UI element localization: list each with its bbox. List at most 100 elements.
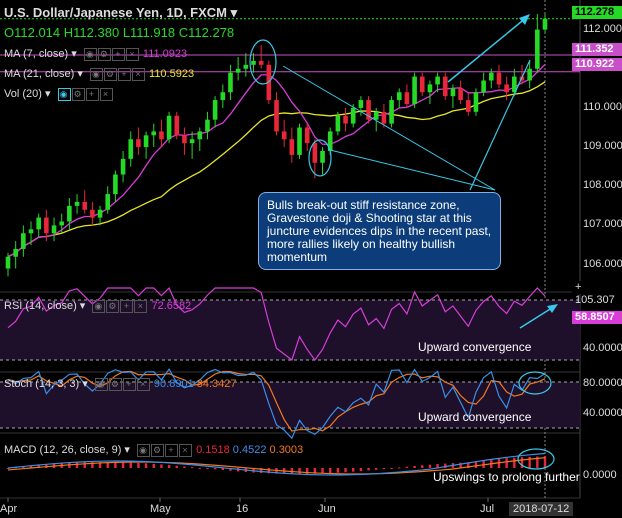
macd-histogram-bar bbox=[22, 466, 25, 468]
ma7-legend[interactable]: MA (7, close) ▾ ◉ ⚙ + × 111.0923 bbox=[4, 48, 188, 61]
pointer-line bbox=[282, 65, 496, 191]
macd-histogram-bar bbox=[528, 456, 531, 468]
candle-body bbox=[496, 72, 502, 85]
candle-body bbox=[67, 205, 72, 222]
macd-histogram-bar bbox=[497, 458, 501, 468]
analysis-callout: Bulls break-out stiff resistance zone, G… bbox=[258, 192, 501, 270]
indicator-buttons[interactable]: ◉ ⚙ + × bbox=[92, 300, 148, 313]
macd-histogram-bar bbox=[114, 462, 117, 468]
candle-body bbox=[304, 127, 310, 144]
stoch-legend[interactable]: Stoch (14, 3, 3) ▾ ◉ ⚙ + × 90.8901 84.3427 bbox=[4, 378, 237, 391]
candle-body bbox=[105, 194, 111, 210]
candle-body bbox=[274, 100, 279, 132]
candle-body bbox=[243, 64, 249, 69]
candle-body bbox=[228, 72, 233, 93]
macd-histogram-bar bbox=[75, 462, 79, 468]
candle-body bbox=[97, 209, 103, 218]
candle-body bbox=[373, 111, 379, 120]
macd-histogram-bar bbox=[37, 465, 40, 468]
candle-body bbox=[120, 158, 126, 175]
candle-body bbox=[442, 76, 448, 97]
candle-body bbox=[251, 60, 256, 65]
macd-histogram-bar bbox=[98, 462, 102, 468]
macd-histogram-bar bbox=[175, 465, 178, 468]
candle-body bbox=[159, 131, 164, 140]
x-label-jun: Jun bbox=[318, 503, 336, 515]
candle-body bbox=[174, 115, 180, 136]
macd-histogram-bar bbox=[321, 468, 324, 474]
stoch-label: Stoch (14, 3, 3) bbox=[4, 378, 80, 390]
candle-body bbox=[320, 151, 325, 163]
macd-histogram-bar bbox=[91, 462, 94, 468]
crosshair-tag: + 105.307 bbox=[572, 281, 622, 306]
rsi-legend[interactable]: RSI (14, close) ▾ ◉ ⚙ + × 72.6582 bbox=[4, 300, 192, 313]
macd-histogram-bar bbox=[313, 468, 317, 474]
chevron-down-icon[interactable]: ▾ bbox=[230, 5, 238, 20]
highlight-ellipse bbox=[249, 39, 277, 85]
macd-histogram-bar bbox=[198, 467, 201, 469]
candle-body bbox=[289, 139, 295, 155]
indicator-buttons[interactable]: ◉ ⚙ + × bbox=[89, 68, 146, 81]
highlight-ellipse bbox=[518, 371, 552, 395]
macd-histogram-bar bbox=[390, 468, 393, 469]
candle-body bbox=[182, 135, 187, 144]
vol-legend[interactable]: Vol (20) ▾ ◉ ⚙ + × bbox=[4, 87, 114, 101]
x-label-apr: Apr bbox=[0, 503, 18, 515]
stoch-note: Upward convergence bbox=[418, 410, 532, 424]
macd-histogram-bar bbox=[298, 468, 301, 474]
price-axis-label: 110.000 bbox=[583, 100, 622, 113]
macd-histogram-bar bbox=[459, 462, 462, 468]
crosshair-plus-icon: + bbox=[575, 281, 582, 293]
candle-body bbox=[504, 84, 509, 93]
candle-body bbox=[535, 29, 540, 69]
stoch-axis-80: 80.0000 bbox=[583, 377, 622, 389]
macd-histogram-bar bbox=[474, 461, 478, 468]
candle-body bbox=[281, 131, 287, 140]
rsi-note: Upward convergence bbox=[418, 340, 532, 354]
candle-body bbox=[235, 68, 241, 73]
macd-histogram-bar bbox=[413, 465, 416, 468]
candle-body bbox=[435, 76, 440, 85]
macd-label: MACD (12, 26, close, 9) bbox=[4, 444, 122, 456]
macd-histogram-bar bbox=[436, 464, 439, 468]
stoch-d-value: 84.3427 bbox=[196, 378, 237, 390]
macd-histogram-bar bbox=[144, 463, 148, 468]
macd-histogram-bar bbox=[183, 466, 186, 468]
candle-body bbox=[335, 115, 341, 132]
candle-body bbox=[427, 84, 433, 93]
macd-histogram-bar bbox=[382, 468, 386, 469]
symbol-title: U.S. Dollar/Japanese Yen, 1D, FXCM bbox=[4, 5, 228, 20]
indicator-buttons[interactable]: ◉ ⚙ + × bbox=[137, 444, 193, 457]
macd-histogram-bar bbox=[352, 468, 355, 472]
price-axis-label: 107.000 bbox=[583, 218, 622, 231]
chart-title[interactable]: U.S. Dollar/Japanese Yen, 1D, FXCM ▾ bbox=[4, 5, 237, 21]
candle-body bbox=[82, 201, 88, 210]
indicator-buttons[interactable]: ◉ ⚙ + × bbox=[57, 88, 114, 101]
candle-body bbox=[327, 131, 333, 151]
macd-histogram-bar bbox=[329, 468, 332, 474]
candle-body bbox=[481, 80, 486, 93]
macd-histogram-bar bbox=[160, 464, 163, 468]
price-axis-label: 108.000 bbox=[583, 179, 622, 192]
price-axis-label: 106.000 bbox=[583, 257, 622, 270]
candle-body bbox=[350, 107, 356, 124]
indicator-buttons[interactable]: ◉ ⚙ + × bbox=[94, 378, 151, 391]
candle-body bbox=[13, 248, 18, 257]
macd-histogram-bar bbox=[536, 456, 539, 468]
macd-histogram-bar bbox=[29, 465, 33, 468]
indicator-buttons[interactable]: ◉ ⚙ + × bbox=[83, 48, 140, 61]
macd-histogram-bar bbox=[444, 463, 447, 468]
macd-histogram-bar bbox=[137, 462, 140, 468]
macd-legend[interactable]: MACD (12, 26, close, 9) ▾ ◉ ⚙ + × 0.1518 0.… bbox=[4, 444, 304, 457]
x-label-16: 16 bbox=[236, 503, 249, 515]
candle-body bbox=[51, 225, 57, 234]
macd-histogram-bar bbox=[367, 468, 370, 471]
macd-histogram-bar bbox=[129, 462, 132, 468]
macd-histogram-bar bbox=[167, 465, 171, 468]
candle-body bbox=[343, 115, 348, 124]
ma21-legend[interactable]: MA (21, close) ▾ ◉ ⚙ + × 110.5923 bbox=[4, 68, 195, 81]
ma7-value: 111.0923 bbox=[142, 48, 188, 60]
candle-body bbox=[189, 139, 195, 144]
macd-histogram-bar bbox=[344, 468, 347, 473]
